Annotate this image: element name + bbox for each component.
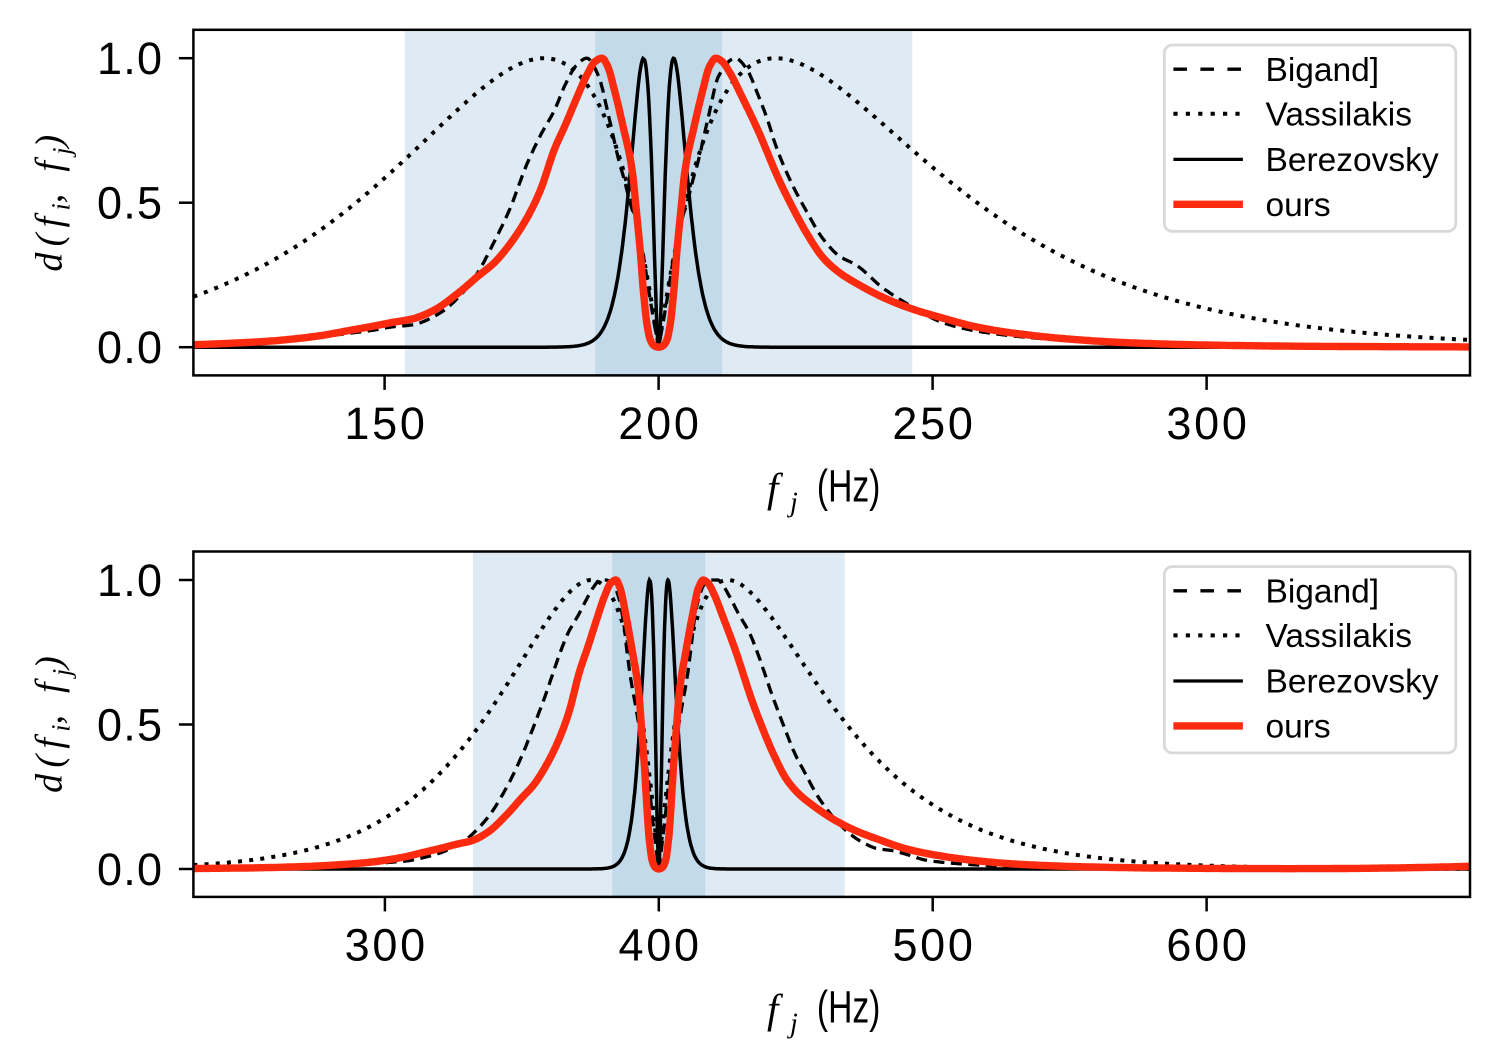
svg-text:ours: ours: [1266, 709, 1331, 746]
svg-text:500: 500: [892, 919, 973, 970]
svg-text:d(fi, fj): d(fi, fj): [29, 129, 77, 272]
svg-text:Berezovsky: Berezovsky: [1266, 664, 1439, 701]
svg-text:Vassilakis: Vassilakis: [1266, 618, 1412, 655]
svg-text:ours: ours: [1266, 187, 1331, 224]
svg-text:0.0: 0.0: [97, 844, 162, 895]
svg-text:Vassilakis: Vassilakis: [1266, 97, 1412, 134]
svg-text:1.0: 1.0: [97, 33, 162, 84]
svg-text:0.5: 0.5: [97, 178, 162, 229]
svg-text:0.0: 0.0: [97, 322, 162, 373]
svg-text:600: 600: [1166, 919, 1247, 970]
svg-text:300: 300: [1166, 398, 1247, 449]
svg-text:j: j: [787, 487, 798, 518]
svg-text:1.0: 1.0: [97, 555, 162, 606]
svg-text:0.5: 0.5: [97, 700, 162, 751]
svg-text:300: 300: [345, 919, 426, 970]
svg-text:(Hz): (Hz): [817, 982, 881, 1033]
svg-text:250: 250: [892, 398, 973, 449]
svg-text:200: 200: [618, 398, 699, 449]
svg-text:150: 150: [344, 398, 425, 449]
svg-text:Bigand]: Bigand]: [1266, 574, 1380, 611]
svg-text:400: 400: [619, 919, 700, 970]
svg-text:(Hz): (Hz): [817, 460, 881, 511]
svg-text:Bigand]: Bigand]: [1266, 52, 1380, 89]
svg-text:j: j: [787, 1009, 798, 1040]
svg-text:Berezovsky: Berezovsky: [1266, 142, 1439, 179]
svg-text:d(fi, fj): d(fi, fj): [29, 650, 77, 793]
